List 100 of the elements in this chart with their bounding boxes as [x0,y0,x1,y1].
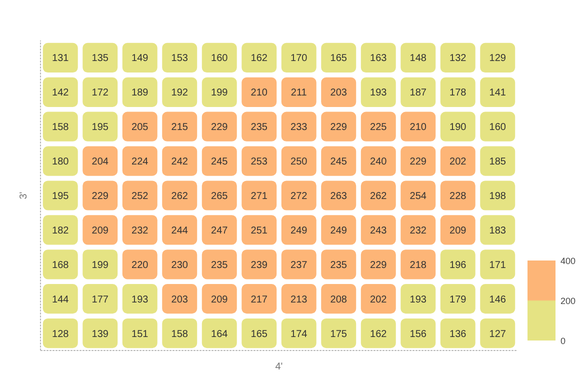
data-label: 263 [330,191,348,202]
data-label: 144 [52,294,70,306]
y-axis-title: 3' [18,192,30,200]
data-label: 211 [290,88,308,99]
data-label: 132 [450,53,467,64]
data-label: 192 [171,88,188,99]
data-label: 183 [489,225,506,236]
data-label: 196 [450,260,467,271]
data-label: 202 [370,294,388,306]
data-label: 162 [370,328,388,340]
data-label: 165 [250,328,268,340]
data-label: 232 [132,225,149,236]
data-label: 203 [171,294,188,306]
data-label: 235 [250,122,268,134]
data-label: 189 [132,88,149,99]
data-label: 209 [211,294,228,306]
data-label: 240 [370,156,388,168]
data-label: 148 [410,53,427,64]
data-label: 129 [489,53,506,64]
data-label: 136 [450,328,467,340]
data-label: 179 [450,294,467,306]
data-label: 249 [290,225,308,236]
data-label: 190 [450,122,467,134]
data-label: 146 [489,294,506,306]
data-label: 220 [132,260,149,271]
data-label: 168 [52,260,70,271]
data-label: 250 [290,156,308,168]
data-label: 195 [92,122,109,134]
data-label: 253 [250,156,268,168]
data-label: 271 [250,191,268,202]
data-label: 244 [171,225,188,236]
color-bar-label: 400 [560,256,576,266]
data-label: 245 [330,156,348,168]
data-label: 199 [211,88,228,99]
data-label: 239 [250,260,268,271]
data-label: 233 [290,122,308,134]
data-label: 174 [290,328,308,340]
data-label: 193 [370,88,388,99]
data-label: 251 [250,225,268,236]
data-label: 208 [330,294,348,306]
data-label: 149 [132,53,149,64]
data-label: 229 [92,191,109,202]
data-label: 175 [330,328,348,340]
data-label: 177 [92,294,109,306]
data-label: 229 [410,156,427,168]
data-label: 203 [330,88,348,99]
data-label: 209 [450,225,467,236]
data-label: 235 [211,260,228,271]
color-bar-label: 0 [560,336,566,346]
data-label: 165 [330,53,348,64]
data-label: 228 [450,191,467,202]
data-label: 158 [52,122,70,134]
data-label: 172 [92,88,109,99]
data-label: 163 [370,53,388,64]
data-label: 242 [171,156,188,168]
data-label: 135 [92,53,109,64]
data-label: 209 [92,225,109,236]
data-label: 198 [489,191,506,202]
data-label: 252 [132,191,149,202]
data-label: 243 [370,225,388,236]
data-label: 185 [489,156,506,168]
data-label: 164 [211,328,228,340]
data-label: 171 [489,260,506,271]
data-label: 218 [410,260,427,271]
data-label: 131 [52,53,70,64]
data-label: 249 [330,225,348,236]
data-label: 139 [92,328,109,340]
data-label: 170 [290,53,308,64]
data-label: 178 [450,88,467,99]
color-bar-label: 200 [560,296,576,306]
data-label: 210 [250,88,268,99]
data-label: 160 [211,53,228,64]
data-label: 153 [171,53,188,64]
data-label: 215 [171,122,188,134]
data-label: 229 [330,122,348,134]
data-label: 265 [211,191,228,202]
data-label: 195 [52,191,70,202]
data-label: 141 [489,88,506,99]
data-label: 272 [290,191,308,202]
data-label: 262 [171,191,188,202]
data-label: 229 [211,122,228,134]
data-label: 128 [52,328,70,340]
data-label: 235 [330,260,348,271]
data-label: 156 [410,328,427,340]
data-label: 180 [52,156,70,168]
data-label: 224 [132,156,149,168]
data-label: 162 [250,53,268,64]
data-label: 187 [410,88,427,99]
data-label: 202 [450,156,467,168]
data-label: 210 [410,122,427,134]
data-label: 205 [132,122,149,134]
data-label: 237 [290,260,308,271]
data-label: 245 [211,156,228,168]
x-axis-title: 4' [275,362,283,372]
data-label: 262 [370,191,388,202]
data-label: 204 [92,156,109,168]
data-label: 225 [370,122,388,134]
data-label: 158 [171,328,188,340]
data-label: 254 [410,191,427,202]
data-label: 193 [410,294,427,306]
